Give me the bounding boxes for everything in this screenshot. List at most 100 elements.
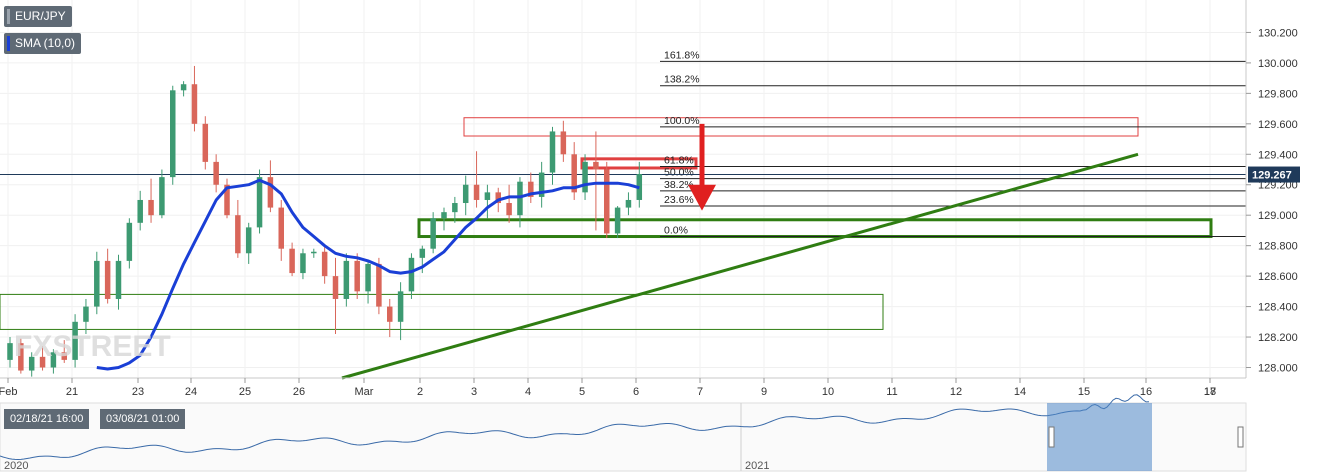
navigator-handle-left[interactable] [1048,426,1055,448]
candle-body [387,306,393,322]
candle-body [376,263,382,307]
x-tick-label: 21 [66,386,78,398]
price-tag: 129.267 [1248,166,1300,183]
candle-body [72,321,78,360]
range-start-label[interactable]: 02/18/21 16:00 [4,409,90,429]
candle-body [256,177,263,228]
candle-body [365,263,371,292]
sma-line-path [96,178,640,371]
plot-area [0,0,1246,378]
candle-body [452,203,458,213]
candle-body [137,199,143,223]
price-tag-label: 129.267 [1252,170,1292,182]
y-tick-label: 128.400 [1258,302,1298,314]
y-tick-label: 130.000 [1258,58,1298,70]
candle-body [191,84,198,124]
fib-label: 100.0% [664,115,700,127]
candle-body [441,212,447,219]
y-tick-label: 128.600 [1258,271,1298,283]
candle-body [397,291,404,322]
y-tick-label: 130.200 [1258,27,1298,39]
candle-body [104,260,111,299]
candle-body [506,203,512,216]
y-tick-label: 128.000 [1258,363,1298,375]
candle-body [148,199,154,216]
candle-body [61,352,67,360]
price-tag-box [1248,166,1300,183]
indicator-swatch [7,36,10,51]
candle-body [528,181,534,197]
x-tick-label: 5 [579,386,585,398]
x-tick-label: Feb [0,386,17,398]
x-tick-label: 2 [417,386,423,398]
y-tick-label: 129.800 [1258,88,1298,100]
navigator-handle-right[interactable] [1237,426,1244,448]
symbol-legend[interactable]: EUR/JPY [4,6,72,27]
candle-body [484,192,491,200]
sma-line [96,178,640,371]
candle-body [495,192,501,204]
candle-body [571,154,577,193]
candle-body [354,260,360,292]
x-tick-label: 24 [185,386,197,398]
candle-body [517,181,523,216]
range-end-label[interactable]: 03/08/21 01:00 [100,409,186,429]
candle-body [267,177,274,208]
candle-body [83,306,89,322]
x-tick-label: 23 [132,386,144,398]
x-tick-label: 18 [1204,386,1216,398]
navigator-year-label: 2021 [745,460,769,472]
candle-body [321,251,328,277]
navigator-year-label: 2020 [4,460,28,472]
candle-body [593,161,599,170]
candle-body [94,260,100,307]
navigator[interactable]: 2020 2021 [0,394,1247,472]
candle-body [180,84,187,91]
x-tick-label: 7 [697,386,703,398]
candle-body [332,276,339,299]
fib-label: 38.2% [664,179,694,191]
candle-body [224,184,230,216]
navigator-selection[interactable] [1047,403,1152,471]
y-tick-label: 129.600 [1258,119,1298,131]
y-tick-label: 129.400 [1258,149,1298,161]
y-tick-label: 128.200 [1258,332,1298,344]
x-tick-label: 3 [471,386,477,398]
candle-body [289,248,295,274]
indicator-legend[interactable]: SMA (10,0) [4,33,82,54]
candle-body [311,251,317,254]
candle-body [28,356,35,371]
candle-body [419,248,426,258]
candle-body [213,161,219,185]
candle-body [170,90,176,178]
x-tick-label: 9 [761,386,767,398]
candle-body [245,227,252,254]
x-tick-label: 17 [1204,386,1216,398]
candle-body [159,177,165,216]
fib-label: 0.0% [664,225,688,237]
x-tick-label: 4 [525,386,531,398]
candle-body [7,343,13,360]
x-tick-label: 25 [239,386,251,398]
candle-body [235,215,241,254]
candle-body [560,131,567,155]
candle-body [462,184,469,204]
watermark-logo: FXSTREET [14,330,171,363]
fibonacci-levels: 161.8% 138.2% 100.0% 61.8%50.0%38.2% 23.6% 0.… [0,49,1246,238]
symbol-label: EUR/JPY [15,9,66,23]
candle-body [126,222,133,261]
candles [7,65,643,377]
candle-body [343,260,350,299]
x-tick-label: 14 [1014,386,1026,398]
candle-body [473,184,480,200]
candle-body [538,172,545,197]
candle-body [39,356,46,368]
x-tick-label: 11 [886,386,897,398]
down-arrow-icon [688,123,716,211]
indicator-label: SMA (10,0) [15,36,76,50]
candle-body [430,218,436,249]
candle-body [50,352,57,368]
y-axis: 128.000 128.200 128.400 128.600 128.800 129.0… [1246,27,1298,375]
